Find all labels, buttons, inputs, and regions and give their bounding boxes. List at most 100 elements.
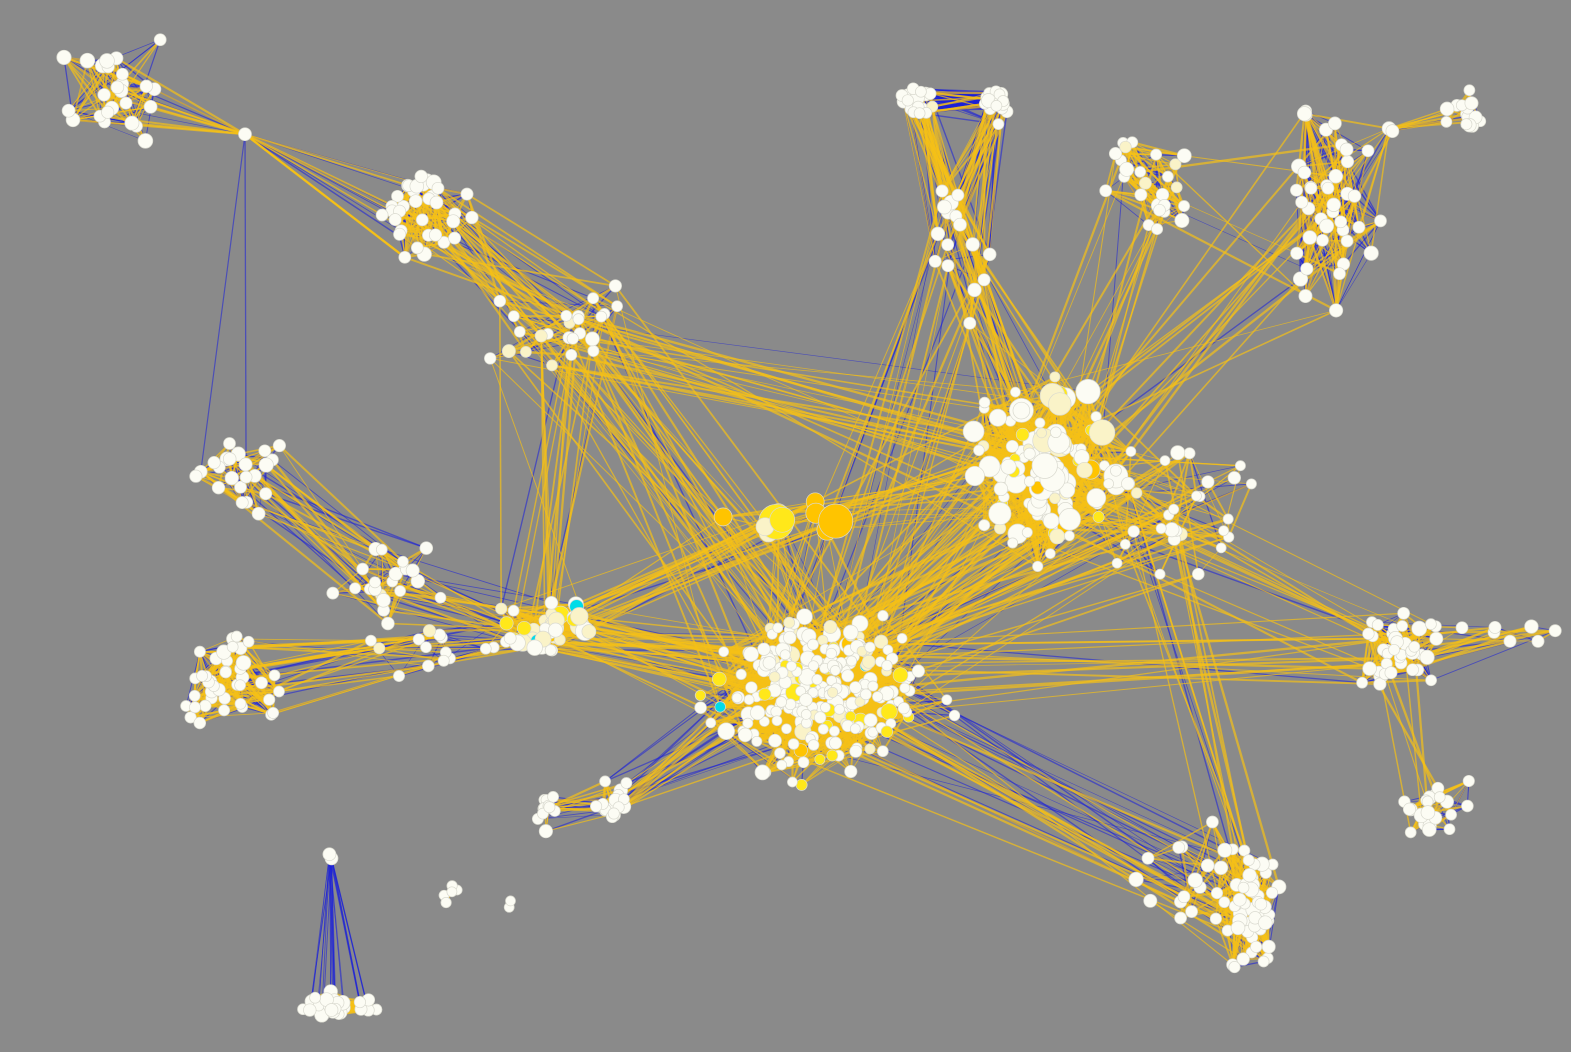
graph-node[interactable]: [1265, 886, 1279, 899]
graph-node[interactable]: [139, 79, 153, 93]
graph-node[interactable]: [499, 616, 514, 631]
graph-node[interactable]: [881, 659, 893, 672]
graph-node[interactable]: [1169, 158, 1182, 171]
graph-node[interactable]: [1177, 890, 1191, 904]
graph-node[interactable]: [369, 576, 381, 589]
graph-node[interactable]: [1044, 548, 1056, 559]
graph-node[interactable]: [1316, 233, 1329, 247]
graph-node[interactable]: [988, 408, 1007, 427]
graph-node[interactable]: [61, 103, 76, 118]
graph-node[interactable]: [874, 634, 889, 649]
graph-node[interactable]: [877, 610, 889, 622]
graph-node[interactable]: [754, 764, 771, 781]
graph-node[interactable]: [1170, 445, 1186, 461]
graph-node[interactable]: [694, 689, 706, 701]
graph-node[interactable]: [1329, 303, 1344, 318]
graph-node[interactable]: [393, 670, 405, 682]
graph-node[interactable]: [718, 646, 730, 658]
graph-node[interactable]: [1302, 230, 1318, 245]
graph-node[interactable]: [892, 667, 909, 683]
graph-node[interactable]: [978, 519, 991, 532]
graph-node[interactable]: [1356, 676, 1368, 689]
graph-node[interactable]: [242, 635, 255, 648]
graph-node[interactable]: [867, 680, 879, 692]
graph-node[interactable]: [1425, 618, 1437, 630]
graph-node[interactable]: [928, 254, 942, 268]
graph-node[interactable]: [495, 602, 508, 615]
graph-node[interactable]: [1121, 476, 1135, 491]
graph-node[interactable]: [1010, 386, 1021, 398]
graph-node[interactable]: [565, 348, 578, 361]
graph-node[interactable]: [611, 300, 623, 313]
graph-node[interactable]: [876, 745, 889, 758]
graph-node[interactable]: [1304, 181, 1318, 195]
graph-node[interactable]: [273, 685, 285, 698]
graph-node[interactable]: [769, 506, 796, 533]
graph-node[interactable]: [546, 359, 558, 372]
graph-node[interactable]: [1119, 161, 1135, 177]
graph-node[interactable]: [745, 681, 758, 694]
graph-node[interactable]: [1420, 805, 1436, 820]
graph-node[interactable]: [1032, 560, 1044, 572]
graph-node[interactable]: [1131, 487, 1143, 499]
graph-node[interactable]: [1088, 419, 1116, 446]
graph-node[interactable]: [460, 187, 474, 201]
graph-node[interactable]: [566, 332, 579, 345]
graph-node[interactable]: [978, 455, 1001, 478]
graph-node[interactable]: [544, 596, 559, 610]
graph-node[interactable]: [1261, 939, 1276, 954]
graph-node[interactable]: [188, 689, 201, 702]
graph-node[interactable]: [1406, 663, 1419, 677]
graph-node[interactable]: [1141, 851, 1155, 865]
graph-node[interactable]: [1297, 165, 1312, 180]
graph-node[interactable]: [1119, 538, 1131, 550]
graph-node[interactable]: [783, 630, 797, 645]
graph-node[interactable]: [1373, 677, 1387, 691]
graph-node[interactable]: [1524, 619, 1539, 634]
graph-node[interactable]: [743, 646, 759, 662]
graph-node[interactable]: [1155, 523, 1167, 534]
graph-node[interactable]: [818, 503, 854, 539]
graph-node[interactable]: [1362, 661, 1377, 676]
graph-node[interactable]: [750, 705, 766, 721]
graph-node[interactable]: [800, 709, 812, 720]
graph-node[interactable]: [937, 199, 952, 215]
graph-node[interactable]: [234, 480, 247, 494]
graph-node[interactable]: [255, 676, 268, 690]
graph-node[interactable]: [951, 188, 965, 202]
graph-node[interactable]: [967, 282, 982, 298]
graph-node[interactable]: [799, 693, 813, 707]
graph-node[interactable]: [1213, 860, 1229, 875]
graph-node[interactable]: [219, 666, 232, 679]
graph-node[interactable]: [410, 241, 424, 255]
graph-node[interactable]: [992, 118, 1005, 130]
graph-node[interactable]: [772, 622, 784, 634]
graph-node[interactable]: [817, 723, 829, 735]
graph-node[interactable]: [1439, 101, 1455, 117]
graph-node[interactable]: [771, 715, 783, 727]
graph-node[interactable]: [1334, 215, 1348, 229]
graph-node[interactable]: [1298, 289, 1313, 304]
graph-node[interactable]: [1215, 542, 1227, 554]
graph-node[interactable]: [1119, 140, 1132, 154]
graph-node[interactable]: [309, 991, 321, 1004]
graph-node[interactable]: [1139, 176, 1152, 190]
graph-node[interactable]: [493, 294, 507, 308]
graph-node[interactable]: [1050, 426, 1062, 439]
graph-node[interactable]: [993, 481, 1009, 497]
graph-node[interactable]: [762, 656, 777, 670]
graph-node[interactable]: [1242, 854, 1255, 867]
graph-node[interactable]: [440, 897, 452, 909]
graph-node[interactable]: [196, 669, 209, 682]
graph-node[interactable]: [775, 696, 788, 708]
graph-node[interactable]: [1232, 892, 1247, 907]
graph-node[interactable]: [1361, 144, 1375, 158]
graph-node[interactable]: [501, 344, 516, 359]
graph-node[interactable]: [1440, 116, 1453, 128]
graph-node[interactable]: [864, 743, 876, 755]
graph-node[interactable]: [1176, 148, 1192, 164]
graph-node[interactable]: [326, 586, 340, 600]
graph-node[interactable]: [513, 325, 526, 338]
graph-node[interactable]: [1347, 189, 1362, 203]
graph-node[interactable]: [1143, 893, 1158, 908]
